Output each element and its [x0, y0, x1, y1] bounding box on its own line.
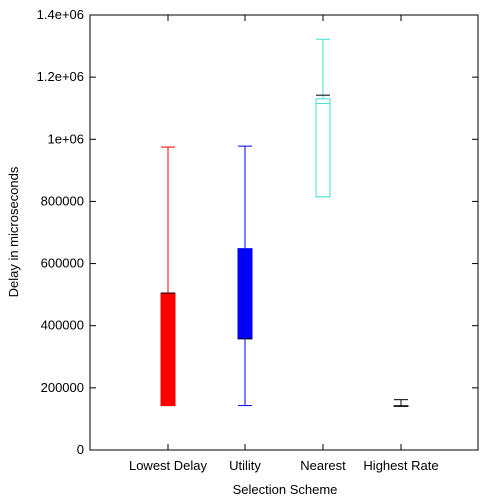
y-tick-label: 600000 [41, 256, 84, 271]
x-axis-label: Selection Scheme [233, 482, 338, 497]
box-lowest-delay [160, 146, 176, 407]
plot-area [160, 38, 409, 407]
y-axis-label: Delay in microseconds [6, 166, 21, 297]
y-tick-label: 200000 [41, 380, 84, 395]
box-body [237, 248, 253, 340]
x-tick-label: Lowest Delay [129, 458, 208, 473]
y-tick-label: 1e+06 [47, 131, 84, 146]
plot-frame [89, 14, 479, 451]
box-utility [237, 145, 253, 407]
axes: 0 200000 400000 600000 800000 1e+06 1.2e+06 1.4… [37, 7, 479, 473]
box-body [315, 98, 331, 198]
box-nearest [315, 38, 331, 198]
y-tick-label: 400000 [41, 318, 84, 333]
x-tick-label: Highest Rate [363, 458, 438, 473]
y-tick-label: 1.4e+06 [37, 7, 84, 22]
y-tick-label: 0 [77, 442, 84, 457]
x-tick-label: Nearest [300, 458, 346, 473]
y-tick-label: 800000 [41, 193, 84, 208]
box-body [160, 292, 176, 407]
y-tick-label: 1.2e+06 [37, 69, 84, 84]
box-highest-rate [393, 399, 409, 407]
x-tick-label: Utility [229, 458, 261, 473]
